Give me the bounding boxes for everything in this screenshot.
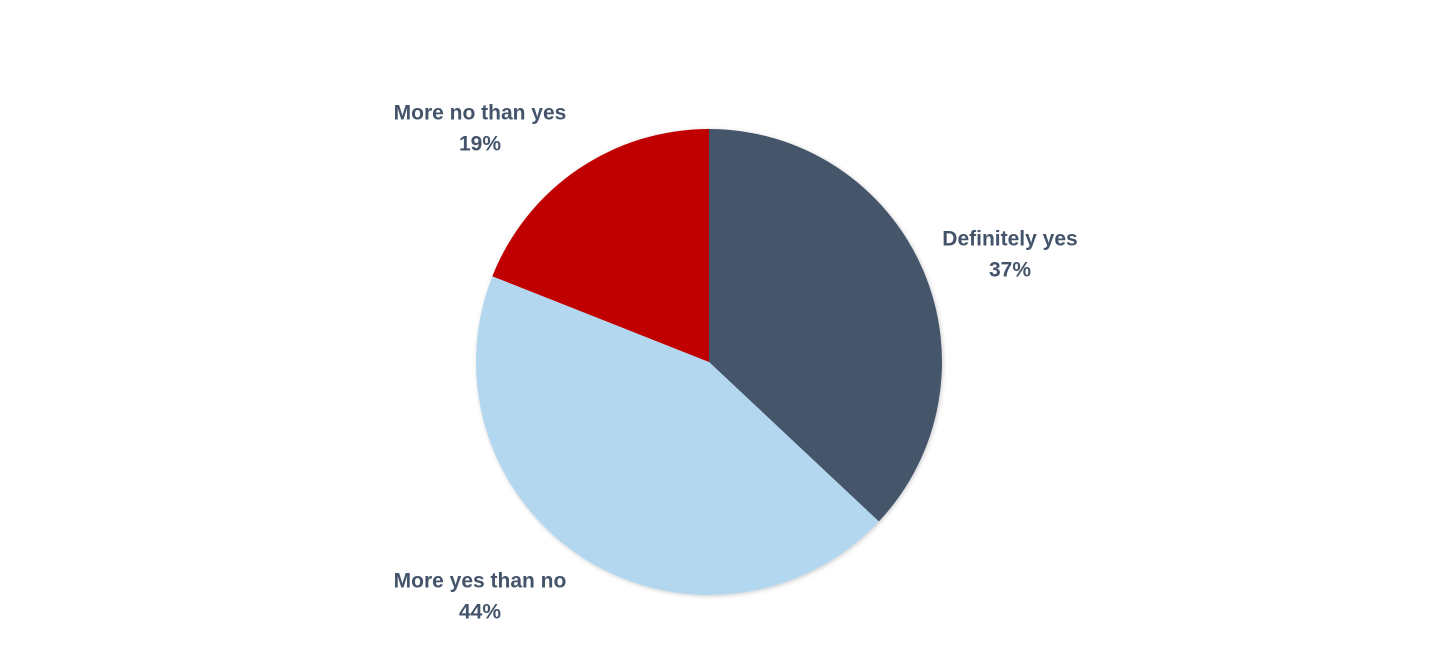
pie-slice [709,129,942,522]
pie-slice [476,276,879,595]
slice-label: Definitely yes [942,228,1077,251]
slice-label: More yes than no [394,570,567,593]
pie-slice [492,129,709,362]
pie [476,129,942,595]
slice-label: More no than yes [394,102,567,125]
value-label: 37% [989,259,1031,282]
value-label: 44% [459,601,501,624]
value-label: 19% [459,133,501,156]
